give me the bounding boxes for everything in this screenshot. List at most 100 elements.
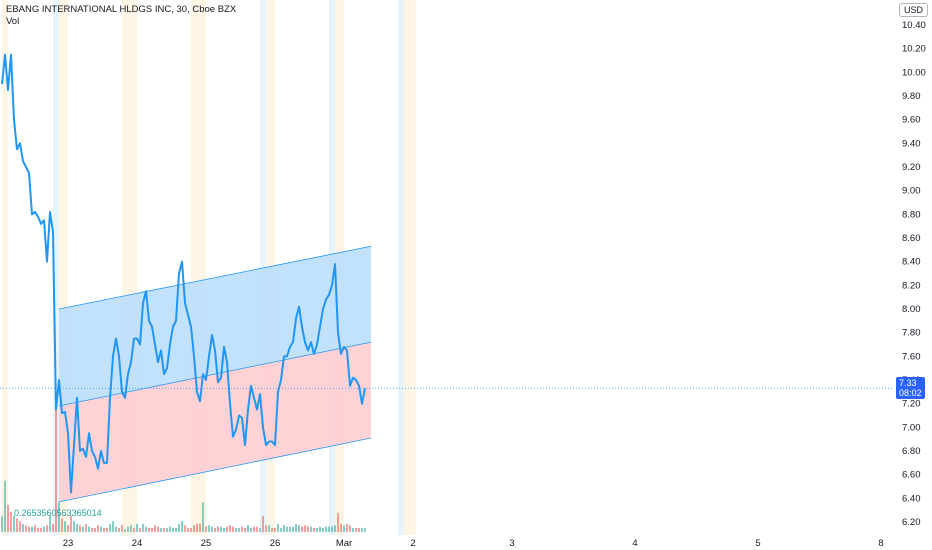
volume-bar xyxy=(232,526,234,532)
volume-bar xyxy=(112,521,114,532)
y-tick-label: 9.00 xyxy=(902,186,921,197)
volume-bar xyxy=(316,527,318,532)
volume-bar xyxy=(364,527,366,532)
x-tick-label: 24 xyxy=(132,538,143,549)
session-band xyxy=(398,0,404,535)
volume-bar xyxy=(199,523,201,532)
volume-bar xyxy=(229,525,231,532)
volume-bar xyxy=(190,527,192,532)
volume-bar xyxy=(148,527,150,532)
y-tick-label: 8.60 xyxy=(902,233,921,244)
last-price-value: 7.33 xyxy=(899,378,917,389)
volume-bar xyxy=(163,527,165,532)
volume-bar xyxy=(37,527,39,532)
volume-bar xyxy=(133,527,135,532)
volume-bar xyxy=(43,526,45,532)
volume-bar xyxy=(292,526,294,532)
volume-bar xyxy=(298,525,300,532)
volume-bar xyxy=(61,518,63,532)
volume-bar xyxy=(277,523,279,532)
chart-legend: EBANG INTERNATIONAL HLDGS INC, 30, Cboe … xyxy=(6,4,236,28)
volume-bar xyxy=(25,525,27,532)
volume-bar xyxy=(253,526,255,532)
chart-title: EBANG INTERNATIONAL HLDGS INC, 30, Cboe … xyxy=(6,4,237,15)
price-series-line xyxy=(1,53,366,494)
volume-bar xyxy=(295,523,297,532)
volume-bar xyxy=(334,525,336,532)
volume-bar xyxy=(355,527,357,532)
y-tick-label: 9.20 xyxy=(902,162,921,173)
volume-bar xyxy=(40,527,42,532)
session-band xyxy=(59,0,68,535)
volume-bar xyxy=(67,525,69,532)
volume-bar xyxy=(286,526,288,532)
y-tick-label: 7.60 xyxy=(902,351,921,362)
volume-indicator-label: Vol xyxy=(6,16,20,27)
session-band xyxy=(53,0,59,535)
volume-bar xyxy=(4,480,6,532)
volume-bar xyxy=(73,521,75,532)
y-tick-label: 10.40 xyxy=(902,20,926,31)
volume-bar xyxy=(82,526,84,532)
volume-bar xyxy=(268,525,270,532)
y-tick-label: 8.80 xyxy=(902,209,921,220)
session-band xyxy=(260,0,266,535)
volume-bar xyxy=(31,526,33,532)
volume-bar xyxy=(94,527,96,532)
x-tick-label: 8 xyxy=(878,538,883,549)
channel-lower-line xyxy=(58,437,372,503)
volume-bar xyxy=(97,525,99,532)
x-tick-label: 2 xyxy=(410,538,415,549)
volume-bar xyxy=(55,397,57,532)
volume-bar xyxy=(100,526,102,532)
y-tick-label: 10.20 xyxy=(902,44,926,55)
volume-bar xyxy=(238,527,240,532)
volume-bar xyxy=(244,527,246,532)
x-tick-label: 25 xyxy=(201,538,212,549)
volume-bar xyxy=(109,523,111,532)
volume-bar xyxy=(187,527,189,532)
volume-bar xyxy=(352,527,354,532)
volume-bar xyxy=(193,525,195,532)
volume-bar xyxy=(46,525,48,532)
bar-countdown: 08:02 xyxy=(899,388,922,399)
volume-bar xyxy=(346,523,348,532)
volume-bar xyxy=(313,527,315,532)
x-tick-label: 26 xyxy=(270,538,281,549)
volume-bar xyxy=(361,527,363,532)
volume-bar xyxy=(28,526,30,532)
volume-bar xyxy=(304,525,306,532)
volume-bar xyxy=(1,515,3,532)
last-price-tag: 7.33 08:02 xyxy=(896,377,925,400)
y-tick-label: 8.20 xyxy=(902,280,921,291)
volume-bar xyxy=(64,521,66,532)
volume-bar xyxy=(58,502,60,532)
volume-bar xyxy=(121,525,123,532)
volume-bar xyxy=(241,526,243,532)
volume-bar xyxy=(217,526,219,532)
volume-bar xyxy=(151,527,153,532)
x-tick-label: 5 xyxy=(755,538,760,549)
volume-bar xyxy=(118,527,120,532)
volume-bar xyxy=(49,515,51,532)
y-tick-label: 9.40 xyxy=(902,138,921,149)
channel-upper-line xyxy=(58,245,372,310)
volume-value: 0.2653560563365014 xyxy=(14,508,102,518)
currency-label[interactable]: USD xyxy=(898,3,928,17)
volume-bar xyxy=(196,523,198,532)
volume-bar xyxy=(166,527,168,532)
channel-upper-zone xyxy=(59,246,371,407)
volume-bar xyxy=(175,527,177,532)
y-tick-label: 8.00 xyxy=(902,304,921,315)
volume-bar xyxy=(76,523,78,532)
volume-bar xyxy=(331,526,333,532)
volume-bar xyxy=(154,525,156,532)
y-tick-label: 7.20 xyxy=(902,399,921,410)
y-tick-label: 7.80 xyxy=(902,328,921,339)
volume-bar xyxy=(322,527,324,532)
volume-bar xyxy=(208,525,210,532)
volume-bar xyxy=(226,526,228,532)
volume-bar xyxy=(7,505,9,532)
y-tick-label: 9.80 xyxy=(902,91,921,102)
